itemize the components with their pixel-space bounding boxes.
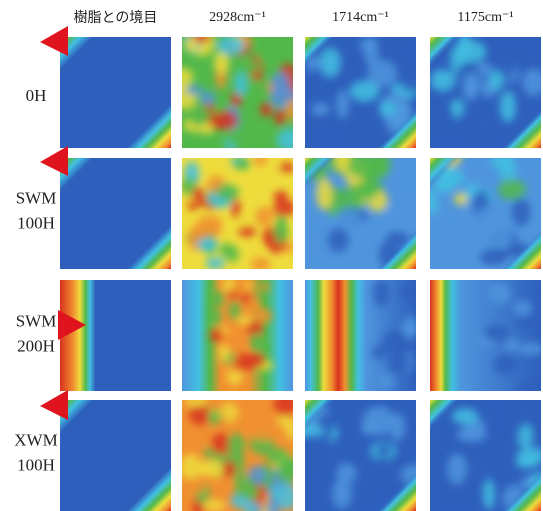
figure: 樹脂との境目 2928cm⁻¹ 1714cm⁻¹ 1175cm⁻¹ 0H SWM 100H S…: [0, 0, 543, 511]
spectral-map: [179, 390, 300, 511]
spectral-map: [179, 154, 296, 273]
column-header: 樹脂との境目: [74, 10, 158, 26]
spectral-map: [182, 277, 293, 391]
column-header: 2928cm⁻¹: [209, 10, 266, 25]
spectral-map: [293, 400, 429, 511]
boundary-arrow: [40, 146, 68, 176]
row-label: XWM: [14, 430, 57, 449]
row-label: SWM: [16, 311, 57, 330]
spectral-map: [430, 33, 543, 148]
spectral-map: [60, 280, 171, 391]
boundary-arrow: [40, 390, 68, 420]
boundary-arrow: [40, 26, 68, 56]
spectral-map: [60, 37, 171, 148]
row-label: 200H: [17, 336, 55, 355]
row-label: 100H: [17, 213, 55, 232]
spectral-map: [430, 280, 543, 395]
row-label: 100H: [17, 455, 55, 474]
spectral-map: [305, 279, 419, 391]
spectral-map: [172, 29, 305, 152]
spectral-map: [425, 150, 541, 273]
spectral-map: [60, 400, 171, 511]
spectral-map: [60, 158, 171, 269]
column-header: 1175cm⁻¹: [457, 10, 513, 25]
spectral-map: [305, 144, 426, 279]
spectral-map: [423, 400, 543, 511]
spectral-map: [293, 30, 430, 148]
map-grid: [60, 29, 543, 511]
row-label: SWM: [16, 188, 57, 207]
row-label: 0H: [26, 86, 47, 105]
column-header: 1714cm⁻¹: [332, 10, 389, 25]
